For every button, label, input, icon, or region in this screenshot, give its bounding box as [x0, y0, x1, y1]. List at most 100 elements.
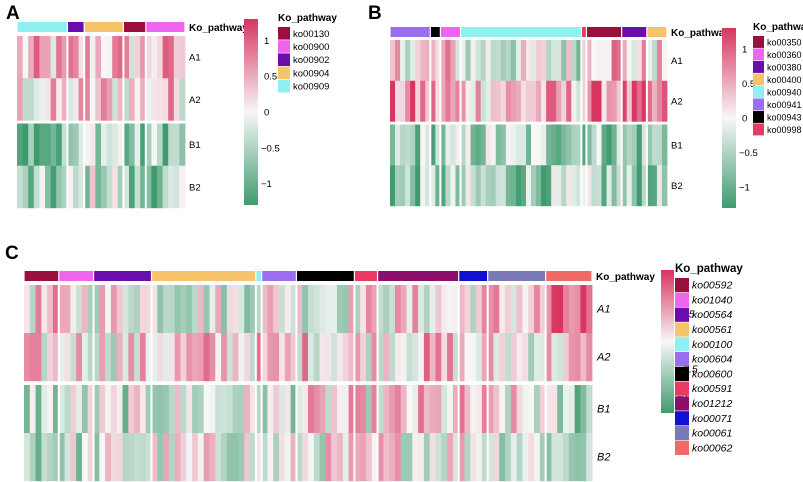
group-separator — [144, 36, 147, 208]
legend-swatch-ko00591 — [675, 381, 689, 396]
heatmap-cell — [606, 124, 612, 166]
legend-label-ko00592: ko00592 — [692, 280, 732, 292]
heatmap-cell — [557, 433, 564, 482]
heatmap-cell — [28, 123, 35, 166]
heatmap-cell — [273, 385, 280, 434]
heatmap-cell — [371, 333, 378, 382]
colorbar-tick: 1 — [742, 44, 747, 55]
heatmap-cell — [215, 285, 222, 334]
heatmap-cell — [128, 433, 135, 482]
heatmap-cell — [232, 285, 239, 334]
heatmap-cell — [465, 165, 471, 207]
heatmap-cell — [95, 123, 102, 166]
heatmap-cell — [168, 123, 175, 166]
group-separator — [544, 285, 547, 481]
heatmap-cell — [435, 285, 442, 334]
heatmap-cell — [302, 333, 309, 382]
heatmap-cell — [47, 333, 54, 382]
heatmap-cell — [186, 333, 193, 382]
heatmap-cell — [621, 165, 628, 207]
legend-swatch-ko00071 — [675, 411, 689, 426]
heatmap-cell — [56, 165, 63, 209]
heatmap-cell — [534, 385, 541, 434]
heatmap-cell — [574, 433, 581, 482]
legend-label-ko00400: ko00400 — [767, 75, 802, 85]
heatmap-cell — [389, 385, 396, 434]
heatmap-cell — [576, 165, 582, 207]
heatmap-cell — [571, 124, 577, 166]
legend-label-ko00591: ko00591 — [692, 383, 732, 395]
heatmap-cell — [522, 285, 529, 334]
heatmap-cell — [226, 433, 234, 482]
heatmap-cell — [244, 333, 251, 382]
heatmap-cell — [400, 165, 406, 207]
heatmap-cell — [464, 285, 471, 334]
heatmap-cell — [395, 124, 401, 166]
heatmap-cell — [209, 333, 216, 382]
heatmap-cell — [365, 285, 373, 334]
heatmap-cell — [611, 80, 618, 122]
heatmap-cell — [226, 333, 234, 382]
heatmap-cell — [24, 433, 31, 482]
heatmap-cell — [22, 78, 29, 121]
legend-swatch-ko00604 — [675, 352, 689, 367]
heatmap-cell — [87, 385, 94, 434]
heatmap-cell — [157, 36, 163, 79]
heatmap-cell — [117, 36, 124, 79]
heatmap-cell — [520, 40, 527, 81]
heatmap-cell — [591, 165, 597, 207]
heatmap-cell — [493, 285, 500, 334]
heatmap-cell — [596, 40, 602, 81]
heatmap-cell — [157, 123, 163, 166]
heatmap-cell — [430, 80, 436, 122]
heatmap-cell — [460, 165, 466, 207]
heatmap-cell — [203, 385, 210, 434]
heatmap-cell — [515, 165, 522, 207]
heatmap-cell — [67, 123, 74, 166]
heatmap-cell — [487, 385, 494, 434]
heatmap-cell — [631, 40, 638, 81]
heatmap-cell — [551, 433, 558, 482]
heatmap-cell — [84, 165, 91, 209]
heatmap-cell — [576, 40, 582, 81]
heatmap-cell — [568, 385, 576, 434]
heatmap-cell — [405, 165, 411, 207]
heatmap-cell — [84, 78, 91, 121]
group-separator — [580, 40, 583, 206]
heatmap-cell — [500, 40, 507, 81]
heatmap-cell — [290, 385, 297, 434]
heatmap-cell — [415, 80, 421, 122]
heatmap-cell — [145, 285, 152, 334]
heatmap-cell — [423, 433, 431, 482]
heatmap-cell — [458, 333, 465, 382]
heatmap-cell — [528, 385, 535, 434]
heatmap-cell — [455, 124, 461, 166]
heatmap-cell — [520, 124, 527, 166]
heatmap-cell — [279, 433, 286, 482]
heatmap-cell — [536, 165, 542, 207]
heatmap-cell — [425, 80, 431, 122]
heatmap-cell — [458, 285, 465, 334]
heatmap-cell — [580, 333, 587, 382]
annotation-ko00564 — [94, 271, 151, 281]
heatmap-cell — [528, 285, 535, 334]
panel-b: B Ko_pathway A1 A2 B1 B2 1 0.5 0 −0.5 −1 Ko_pathway… — [368, 3, 803, 208]
heatmap-cell — [415, 165, 421, 207]
heatmap-cell — [441, 285, 448, 334]
heatmap-cell — [173, 165, 180, 209]
heatmap-cell — [319, 385, 326, 434]
heatmap-cell — [267, 333, 274, 382]
heatmap-cell — [87, 433, 94, 482]
heatmap-cell — [493, 385, 500, 434]
heatmap-cell — [400, 285, 407, 334]
heatmap-cell — [58, 433, 65, 482]
heatmap-cell — [546, 165, 552, 207]
heatmap-cell — [566, 80, 572, 122]
heatmap-cell — [528, 333, 535, 382]
heatmap-cell — [157, 333, 164, 382]
heatmap-cell — [331, 333, 338, 382]
heatmap-cell — [636, 165, 643, 207]
heatmap-cell — [531, 124, 537, 166]
heatmap-cell — [495, 165, 502, 207]
annotation-ko00941 — [390, 27, 430, 37]
